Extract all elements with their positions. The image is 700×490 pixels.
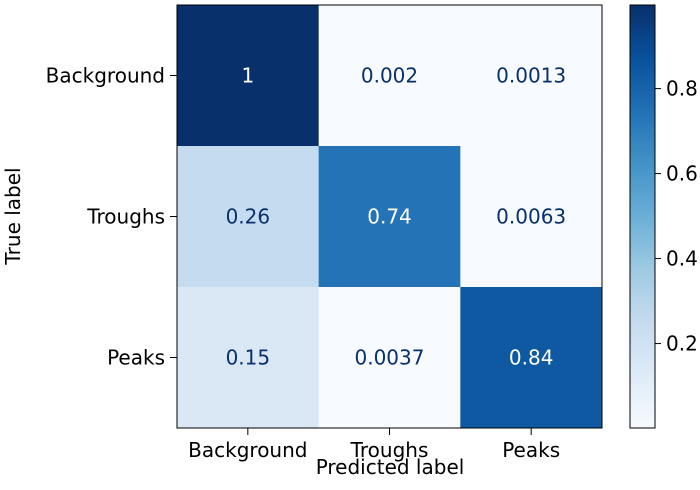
heatmap-cell [460, 146, 603, 288]
x-tick-label: Peaks [502, 438, 560, 462]
cell-value-label: 0.0037 [355, 346, 425, 370]
y-tick-label: Background [46, 64, 165, 88]
cell-value-label: 0.002 [361, 64, 418, 88]
x-tick-label: Background [188, 438, 307, 462]
x-axis-title: Predicted label [316, 455, 465, 479]
heatmap-cell [460, 5, 603, 147]
cell-value-label: 0.15 [226, 346, 271, 370]
colorbar-ticks: 0.2 0.4 0.6 0.8 [655, 77, 698, 356]
heatmap-cell [460, 287, 603, 429]
x-axis-ticks: Background Troughs Peaks [188, 428, 560, 462]
cell-value-label: 0.74 [367, 205, 412, 229]
cell-value-label: 0.84 [509, 346, 554, 370]
y-tick-label: Troughs [86, 205, 165, 229]
heatmap-cells [177, 5, 603, 429]
colorbar-frame [629, 4, 656, 429]
cell-value-label: 0.0063 [496, 205, 566, 229]
heatmap-cell [318, 146, 461, 288]
heatmap-cell [177, 146, 320, 288]
heatmap-cell [177, 5, 320, 147]
cell-value-label: 0.0013 [496, 64, 566, 88]
heatmap-cell [177, 287, 320, 429]
x-tick-label: Troughs [350, 438, 429, 462]
heatmap-cell [318, 287, 461, 429]
y-axis-ticks: Background Troughs Peaks [46, 64, 177, 370]
colorbar-tick-label: 0.8 [666, 77, 698, 101]
y-tick-label: Peaks [107, 346, 165, 370]
y-axis-title: True label [1, 167, 25, 265]
colorbar-tick-label: 0.2 [666, 332, 698, 356]
colorbar-fill [630, 5, 655, 428]
colorbar-tick-label: 0.6 [666, 162, 698, 186]
heatmap-cell-labels: 1 0.002 0.0013 0.26 0.74 0.0063 0.15 0.0037 0.84 [226, 64, 567, 370]
heatmap-cell [318, 5, 461, 147]
cell-value-label: 1 [241, 64, 254, 88]
cell-value-label: 0.26 [226, 205, 271, 229]
colorbar-tick-label: 0.4 [666, 247, 698, 271]
